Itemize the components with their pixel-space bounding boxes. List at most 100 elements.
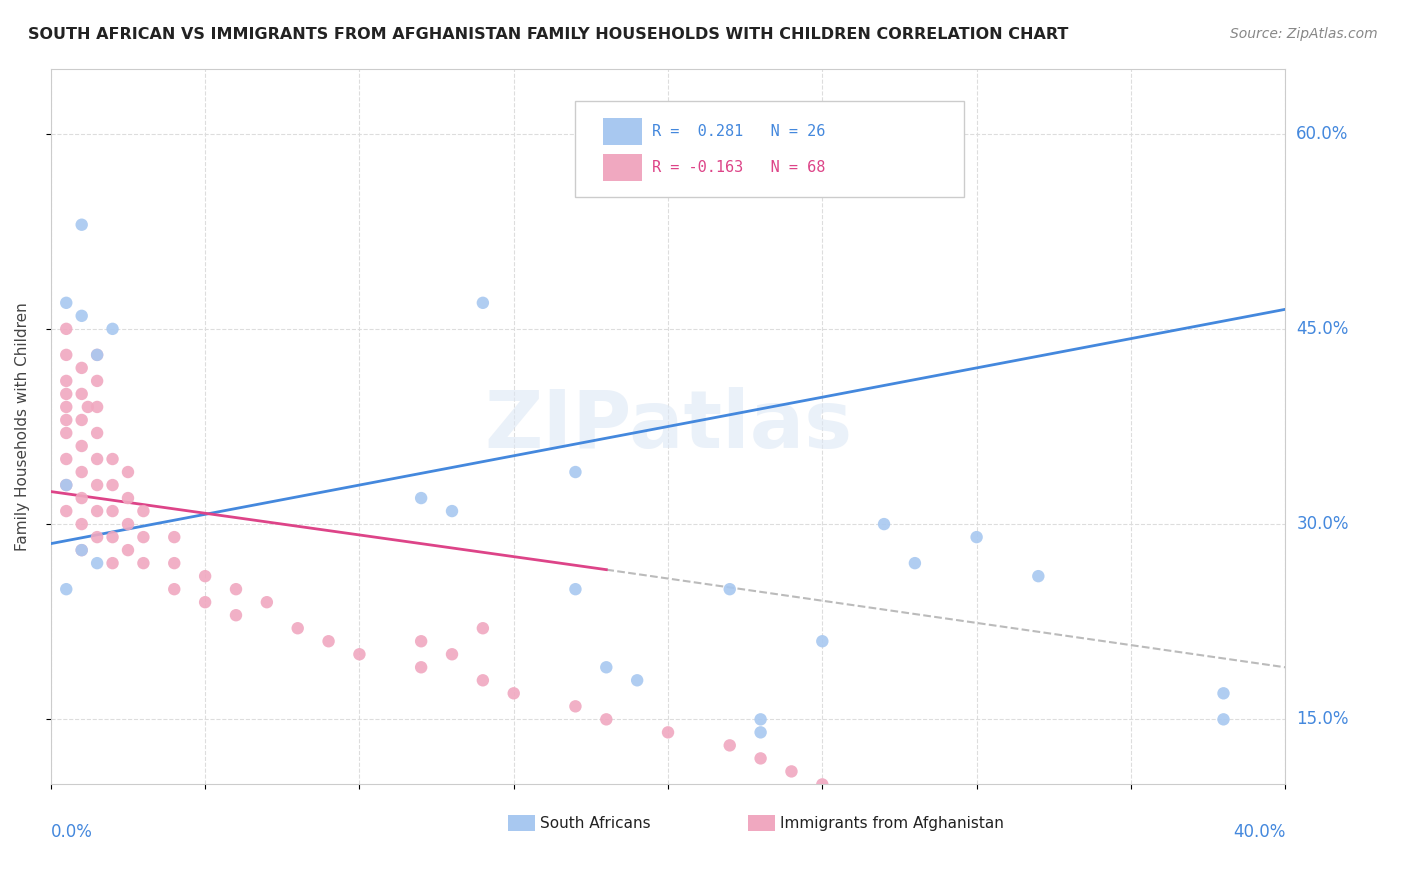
Text: 15.0%: 15.0% (1296, 710, 1348, 729)
Point (55, 387, 77, 401)
Text: 30.0%: 30.0% (1296, 515, 1348, 533)
Point (70, 360, 93, 375)
Point (55, 504, 77, 518)
Point (194, 569, 217, 583)
Point (55, 452, 77, 467)
Point (564, 582, 586, 597)
Point (132, 530, 155, 544)
Point (70, 543, 93, 558)
Point (101, 530, 124, 544)
Point (904, 804, 927, 818)
Text: South Africans: South Africans (540, 815, 650, 830)
Point (163, 582, 186, 597)
Point (440, 647, 463, 661)
Text: SOUTH AFRICAN VS IMMIGRANTS FROM AFGHANISTAN FAMILY HOUSEHOLDS WITH CHILDREN COR: SOUTH AFRICAN VS IMMIGRANTS FROM AFGHANI… (28, 27, 1069, 42)
Point (411, 491, 433, 505)
Bar (603, 118, 643, 145)
Point (904, 556, 927, 570)
Point (101, 478, 124, 492)
Point (811, 634, 834, 648)
Text: Source: ZipAtlas.com: Source: ZipAtlas.com (1230, 27, 1378, 41)
Text: 40.0%: 40.0% (1233, 823, 1285, 841)
Point (76, 400, 98, 414)
Point (101, 556, 124, 570)
Text: ZIPatlas: ZIPatlas (484, 387, 852, 466)
Text: R = -0.163   N = 68: R = -0.163 N = 68 (652, 160, 825, 175)
Point (718, 582, 741, 597)
Text: Immigrants from Afghanistan: Immigrants from Afghanistan (780, 815, 1004, 830)
Point (411, 634, 433, 648)
Point (55, 400, 77, 414)
Point (70, 218, 93, 232)
Point (287, 621, 309, 635)
Point (225, 608, 247, 623)
Point (86, 400, 108, 414)
Point (626, 673, 648, 688)
Point (749, 712, 772, 726)
Text: 60.0%: 60.0% (1296, 125, 1348, 143)
Point (101, 452, 124, 467)
Bar (748, 815, 776, 831)
Point (117, 517, 139, 532)
Y-axis label: Family Households with Children: Family Households with Children (15, 302, 30, 551)
Point (55, 374, 77, 388)
Bar (603, 153, 643, 181)
Point (55, 425, 77, 440)
Point (86, 452, 108, 467)
Point (86, 504, 108, 518)
Point (55, 413, 77, 427)
Point (318, 634, 340, 648)
Point (86, 348, 108, 362)
Point (595, 712, 617, 726)
Point (749, 751, 772, 765)
Point (55, 295, 77, 310)
Point (411, 660, 433, 674)
Point (70, 309, 93, 323)
Point (70, 543, 93, 558)
Point (966, 530, 988, 544)
Point (471, 621, 494, 635)
Point (842, 790, 865, 805)
Text: 0.0%: 0.0% (51, 823, 93, 841)
Point (502, 686, 524, 700)
Point (86, 374, 108, 388)
Point (132, 504, 155, 518)
FancyBboxPatch shape (575, 101, 965, 197)
Point (86, 425, 108, 440)
Point (1028, 830, 1050, 844)
Point (101, 504, 124, 518)
Point (966, 816, 988, 830)
Point (163, 530, 186, 544)
Point (1212, 686, 1234, 700)
Bar (508, 815, 534, 831)
Point (1028, 569, 1050, 583)
Point (70, 491, 93, 505)
Point (117, 543, 139, 558)
Point (55, 478, 77, 492)
Point (117, 491, 139, 505)
Text: R =  0.281   N = 26: R = 0.281 N = 26 (652, 124, 825, 139)
Point (718, 739, 741, 753)
Point (564, 465, 586, 479)
Point (749, 725, 772, 739)
Point (471, 673, 494, 688)
Point (194, 595, 217, 609)
Point (1212, 712, 1234, 726)
Point (55, 478, 77, 492)
Point (86, 348, 108, 362)
Point (86, 556, 108, 570)
Point (1119, 842, 1142, 856)
Point (349, 647, 371, 661)
Point (70, 413, 93, 427)
Point (471, 295, 494, 310)
Point (440, 504, 463, 518)
Point (811, 777, 834, 791)
Point (101, 322, 124, 336)
Point (55, 322, 77, 336)
Point (163, 556, 186, 570)
Point (657, 725, 679, 739)
Point (70, 387, 93, 401)
Point (86, 478, 108, 492)
Point (86, 530, 108, 544)
Point (132, 556, 155, 570)
